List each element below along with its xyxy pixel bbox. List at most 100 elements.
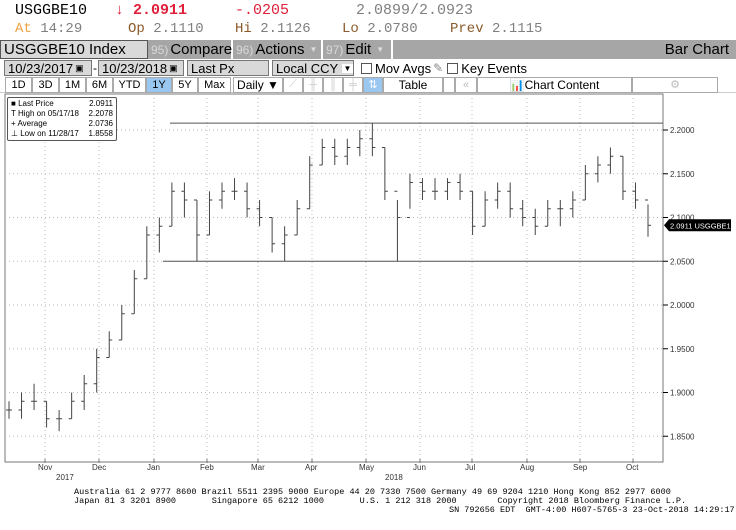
ohlc-bar <box>645 199 651 237</box>
legend-item: T High on 05/17/18 2.2078 <box>11 109 113 119</box>
frequency-select[interactable]: Daily ▼ <box>233 76 283 93</box>
currency-select[interactable]: Local CCY ▼ <box>272 60 354 76</box>
legend-marker-icon: ■ <box>11 99 16 108</box>
open-label: Op <box>128 21 145 37</box>
chart-content-button[interactable]: 📊 Chart Content <box>477 76 632 93</box>
calendar-icon[interactable]: ▣ <box>75 62 84 73</box>
ohlc-bar <box>156 217 163 253</box>
change: -.0205 <box>235 2 290 19</box>
bid-ask: 2.0899/2.0923 <box>356 2 474 19</box>
ohlc-bar <box>469 190 476 235</box>
ohlc-bar <box>344 138 351 165</box>
ohlc-bar <box>118 305 125 341</box>
ohlc-bar <box>306 156 313 210</box>
ticker: USGGBE10 <box>15 2 88 19</box>
ohlc-bar <box>143 226 150 280</box>
calendar-icon[interactable]: ▣ <box>169 62 178 73</box>
price-chart[interactable]: 2.2000 2.1500 2.1000 2.0500 2.0000 1.9500 1.90… <box>0 93 736 463</box>
actions-button[interactable]: 96) Actions ▼ <box>233 40 323 59</box>
period-1d[interactable]: 1D <box>5 76 32 93</box>
month-label: Nov <box>38 463 53 472</box>
year-label: 2017 <box>56 473 74 482</box>
legend-item: ■ Last Price 2.0911 <box>11 99 113 109</box>
y-tick-label: 2.0000 <box>670 301 695 310</box>
security-field[interactable]: USGGBE10 Index <box>0 40 148 59</box>
last-price-tag-label: 2.0911 USGGBE10 <box>670 221 735 230</box>
key-events-checkbox[interactable] <box>447 62 459 74</box>
collapse-icon[interactable]: « <box>455 76 477 93</box>
plot-area <box>4 93 664 463</box>
legend-value: 1.8558 <box>88 129 113 138</box>
ohlc-bar <box>93 348 100 393</box>
ohlc-bar <box>607 147 614 174</box>
ohlc-bar <box>31 383 38 410</box>
period-6m[interactable]: 6M <box>86 76 113 93</box>
bar-chart-icon[interactable]: ⇅ <box>363 76 383 93</box>
ohlc-bar <box>18 392 25 419</box>
legend-value: 2.2078 <box>88 109 113 118</box>
ohlc-bar <box>532 208 539 235</box>
ohlc-bar <box>319 138 326 166</box>
y-tick-label: 2.1000 <box>670 214 695 223</box>
period-1m[interactable]: 1M <box>59 76 86 93</box>
key-events-label: Key Events <box>461 60 527 76</box>
legend-value: 2.0736 <box>88 119 113 128</box>
ohlc-bar <box>168 182 175 227</box>
down-arrow-icon: ↓ <box>115 2 125 19</box>
footer-line: SN 792656 EDT GMT-4:00 H607-5765-3 23-Oc… <box>449 505 735 515</box>
end-date-field[interactable]: 10/23/2018 ▣ <box>98 60 184 76</box>
compare-label: Compare <box>170 41 233 58</box>
ohlc-bar <box>206 191 213 236</box>
candle-icon[interactable]: ║ <box>323 76 343 93</box>
ohlc-bar <box>482 191 489 227</box>
ohlc-bar <box>356 130 363 157</box>
high-label: Hi <box>235 21 252 37</box>
y-tick-label: 1.9000 <box>670 389 695 398</box>
edit-button[interactable]: 97) Edit ▼ <box>323 40 393 59</box>
legend-label: Low on 11/28/17 <box>20 129 79 138</box>
period-1y[interactable]: 1Y <box>146 76 172 93</box>
last-value: 2.0911 <box>133 2 188 19</box>
mov-avgs-checkbox[interactable] <box>361 62 372 74</box>
month-label: Dec <box>92 463 107 472</box>
table-button[interactable]: Table <box>383 76 443 93</box>
ohlc-bar <box>269 217 276 253</box>
ohlc-bar <box>181 182 188 218</box>
ohlc-bar <box>131 270 138 315</box>
period-ytd[interactable]: YTD <box>113 76 146 93</box>
year-label: 2018 <box>385 473 403 482</box>
period-3d[interactable]: 3D <box>32 76 59 93</box>
ohlc-icon[interactable]: ╫ <box>303 76 323 93</box>
chart-content-icon: 📊 <box>509 77 525 92</box>
actions-label: Actions <box>255 41 305 58</box>
line-chart-icon[interactable]: ⟋ <box>283 76 303 93</box>
hlc-icon[interactable]: ╪ <box>343 76 363 93</box>
edit-num: 97) <box>326 42 344 57</box>
gear-icon[interactable]: ⚙ <box>632 76 718 93</box>
month-label: Jul <box>465 463 476 472</box>
legend-item: + Average 2.0736 <box>11 119 113 129</box>
month-label: May <box>359 463 375 472</box>
date-separator: - <box>93 61 97 75</box>
ohlc-bar <box>406 173 413 218</box>
ohlc-bar <box>331 138 338 165</box>
blank-button[interactable] <box>443 76 455 93</box>
field-select[interactable]: Last Px <box>187 60 269 76</box>
pencil-icon[interactable]: ✎ <box>433 61 444 75</box>
month-label: Feb <box>200 463 214 472</box>
start-date-field[interactable]: 10/23/2017 ▣ <box>4 60 92 76</box>
month-label: Mar <box>251 463 265 472</box>
ohlc-bar <box>244 182 251 218</box>
prev: 2.1115 <box>492 21 543 37</box>
ohlc-bar <box>81 375 88 410</box>
ohlc-bar <box>369 123 376 157</box>
ohlc-bar <box>231 178 238 200</box>
ohlc-bar <box>594 156 601 183</box>
ohlc-bar <box>432 178 438 200</box>
period-max[interactable]: Max <box>198 76 231 93</box>
period-5y[interactable]: 5Y <box>172 76 198 93</box>
compare-button[interactable]: 95) Compare <box>148 40 233 59</box>
ohlc-bar <box>6 401 12 419</box>
y-tick-label: 2.0500 <box>670 257 695 266</box>
legend-label: Last Price <box>18 99 54 108</box>
